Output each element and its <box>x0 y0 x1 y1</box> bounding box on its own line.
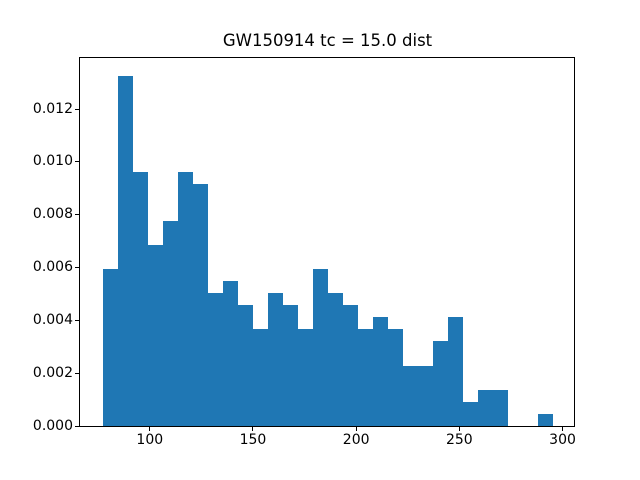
histogram-bar <box>297 329 313 426</box>
y-axis-tick <box>75 267 79 269</box>
histogram-bar <box>102 268 118 426</box>
histogram-bar <box>538 413 554 426</box>
histogram-bar <box>162 220 178 426</box>
x-axis-tick-label: 100 <box>136 432 164 448</box>
histogram-bar <box>418 365 434 426</box>
histogram-bar <box>312 268 328 426</box>
y-axis-tick-label: 0.012 <box>32 100 73 117</box>
x-axis-tick-label: 300 <box>549 432 576 448</box>
chart-title: GW150914 tc = 15.0 dist <box>222 31 433 50</box>
y-axis-tick <box>75 214 79 216</box>
histogram-bar <box>252 329 268 426</box>
histogram-bar <box>433 341 449 426</box>
y-axis-tick-label: 0.002 <box>32 364 73 381</box>
x-axis-tick <box>149 427 151 431</box>
x-axis-tick <box>252 427 254 431</box>
histogram-bar <box>222 281 238 426</box>
x-axis-tick <box>562 427 564 431</box>
histogram-bar <box>478 389 494 426</box>
y-axis-tick <box>75 161 79 163</box>
y-axis-tick <box>75 319 79 321</box>
x-axis-tick-label: 150 <box>239 432 267 448</box>
y-axis-tick-label: 0.006 <box>32 259 73 276</box>
y-axis-tick-label: 0.010 <box>32 153 73 170</box>
histogram-bar <box>493 389 509 426</box>
histogram-bar <box>403 365 419 426</box>
histogram-bar <box>267 293 283 426</box>
histogram-bar <box>463 401 479 426</box>
y-axis-tick <box>75 372 79 374</box>
x-axis-tick-label: 200 <box>342 432 370 448</box>
plot-area <box>79 57 575 427</box>
histogram-bar <box>373 317 389 426</box>
histogram-bar <box>177 172 193 426</box>
histogram-bar <box>358 329 374 426</box>
histogram-bar <box>117 75 133 426</box>
y-axis-tick-label: 0.004 <box>32 311 73 328</box>
y-axis-tick-label: 0.008 <box>32 206 73 223</box>
y-axis-tick <box>75 425 79 427</box>
x-axis-tick <box>458 427 460 431</box>
histogram-bar <box>282 305 298 426</box>
histogram-bar <box>448 317 464 426</box>
histogram-bar <box>328 293 344 426</box>
histogram-bar <box>192 184 208 426</box>
x-axis-tick-label: 250 <box>445 432 473 448</box>
histogram-bar <box>207 293 223 426</box>
histogram-bar <box>343 305 359 426</box>
histogram-bar <box>147 244 163 426</box>
histogram-bar <box>388 329 404 426</box>
histogram-bar <box>132 172 148 426</box>
y-axis-tick <box>75 108 79 110</box>
y-axis-tick-label: 0.000 <box>32 417 73 434</box>
histogram-bar <box>237 305 253 426</box>
x-axis-tick <box>355 427 357 431</box>
